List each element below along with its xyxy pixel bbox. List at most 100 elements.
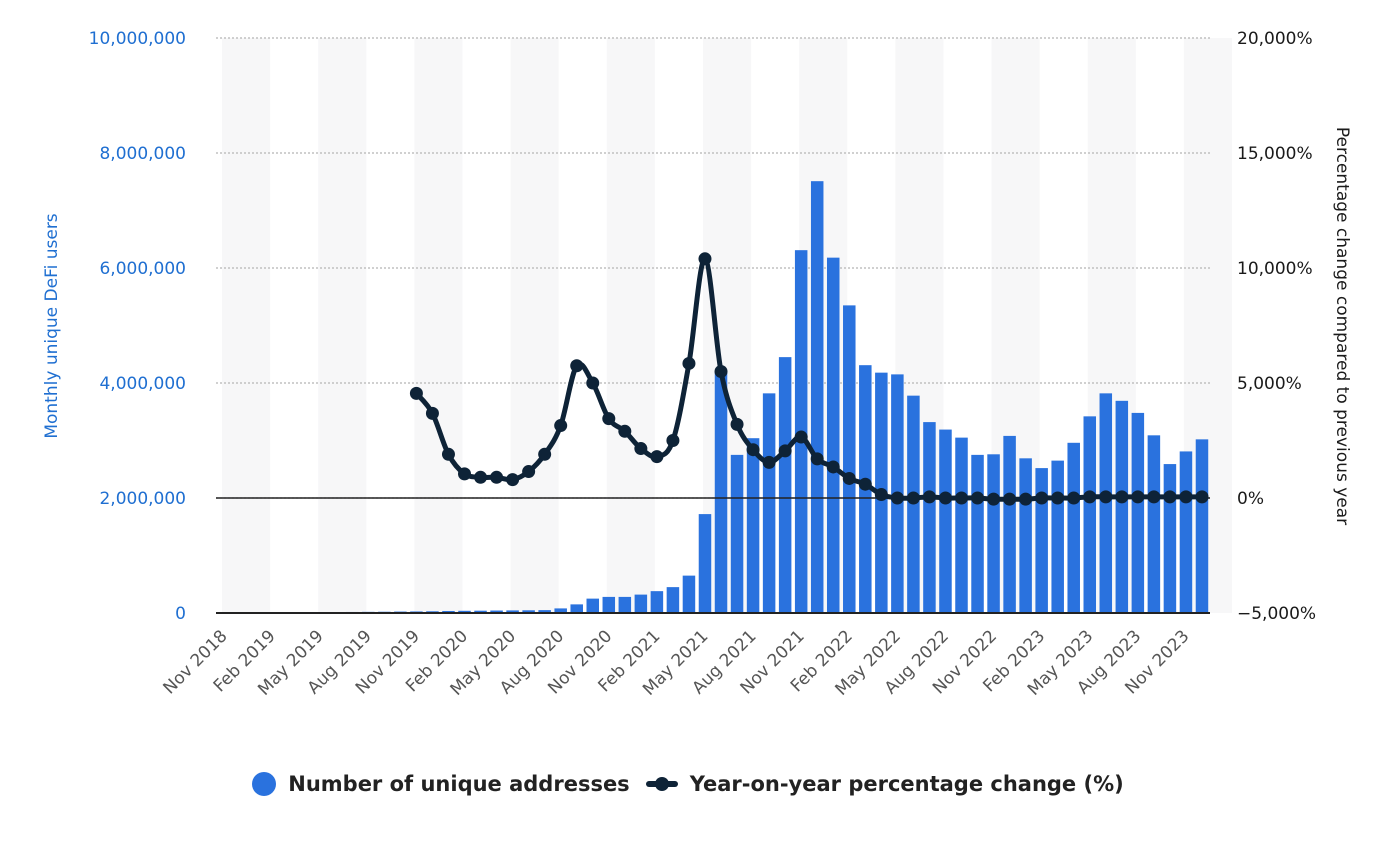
year-band	[414, 38, 462, 613]
line-point[interactable]	[715, 365, 728, 378]
right-tick-label: 10,000%	[1237, 259, 1313, 279]
bar[interactable]	[827, 258, 840, 613]
line-point[interactable]	[971, 492, 984, 505]
line-point[interactable]	[763, 456, 776, 469]
line-point[interactable]	[1067, 492, 1080, 505]
bar[interactable]	[1148, 435, 1161, 613]
bar[interactable]	[731, 455, 744, 613]
line-point[interactable]	[1115, 490, 1128, 503]
line-point[interactable]	[907, 492, 920, 505]
line-point[interactable]	[1179, 490, 1192, 503]
bar[interactable]	[1051, 461, 1064, 613]
legend-item-bars[interactable]: Number of unique addresses	[252, 772, 629, 796]
line-point[interactable]	[731, 418, 744, 431]
bar[interactable]	[1132, 413, 1145, 613]
line-point[interactable]	[1195, 490, 1208, 503]
left-tick-label: 6,000,000	[99, 259, 186, 279]
bar[interactable]	[635, 595, 648, 613]
legend: Number of unique addresses Year-on-year …	[0, 772, 1376, 796]
line-point[interactable]	[602, 412, 615, 425]
line-point[interactable]	[827, 460, 840, 473]
bar[interactable]	[971, 455, 984, 613]
x-axis-ticks: Nov 2018Feb 2019May 2019Aug 2019Nov 2019…	[160, 626, 1194, 699]
line-point[interactable]	[1163, 490, 1176, 503]
line-point[interactable]	[1083, 490, 1096, 503]
line-point[interactable]	[586, 377, 599, 390]
legend-line-label: Year-on-year percentage change (%)	[690, 772, 1124, 796]
line-point[interactable]	[859, 478, 872, 491]
bar[interactable]	[1003, 436, 1016, 613]
bar[interactable]	[1067, 443, 1080, 613]
line-point[interactable]	[618, 425, 631, 438]
year-band	[318, 38, 366, 613]
line-point[interactable]	[1035, 492, 1048, 505]
line-point[interactable]	[923, 490, 936, 503]
bar[interactable]	[683, 576, 696, 613]
line-point[interactable]	[698, 252, 711, 265]
line-point[interactable]	[955, 492, 968, 505]
bar[interactable]	[939, 430, 952, 613]
line-point[interactable]	[939, 492, 952, 505]
line-point[interactable]	[634, 442, 647, 455]
bar[interactable]	[1116, 401, 1129, 613]
bar[interactable]	[667, 587, 680, 613]
right-tick-label: 15,000%	[1237, 144, 1313, 164]
line-point[interactable]	[1019, 493, 1032, 506]
bar[interactable]	[699, 514, 712, 613]
bar[interactable]	[923, 422, 936, 613]
bar[interactable]	[1084, 416, 1097, 613]
bar[interactable]	[715, 373, 728, 613]
line-point[interactable]	[779, 444, 792, 457]
line-point[interactable]	[442, 448, 455, 461]
line-point[interactable]	[875, 488, 888, 501]
line-point[interactable]	[987, 493, 1000, 506]
bar[interactable]	[779, 357, 792, 613]
line-point[interactable]	[1051, 492, 1064, 505]
left-axis-label: Monthly unique DeFi users	[42, 213, 62, 438]
line-point[interactable]	[538, 448, 551, 461]
line-point[interactable]	[410, 387, 423, 400]
line-point[interactable]	[666, 434, 679, 447]
line-point[interactable]	[490, 471, 503, 484]
line-point[interactable]	[426, 407, 439, 420]
bar[interactable]	[651, 591, 664, 613]
bar[interactable]	[811, 181, 824, 613]
line-point[interactable]	[474, 471, 487, 484]
bar[interactable]	[747, 438, 760, 613]
line-point[interactable]	[570, 359, 583, 372]
bar[interactable]	[955, 438, 968, 613]
bar[interactable]	[570, 604, 583, 613]
bar[interactable]	[1164, 464, 1177, 613]
bar[interactable]	[587, 599, 600, 613]
bar[interactable]	[843, 305, 856, 613]
combo-chart: 02,000,0004,000,0006,000,0008,000,00010,…	[0, 0, 1376, 857]
line-point[interactable]	[1099, 490, 1112, 503]
bar[interactable]	[1035, 468, 1048, 613]
legend-item-line[interactable]: Year-on-year percentage change (%)	[646, 772, 1124, 796]
line-point[interactable]	[747, 443, 760, 456]
bar[interactable]	[1196, 439, 1209, 613]
bar[interactable]	[1180, 451, 1193, 613]
line-point[interactable]	[891, 492, 904, 505]
line-point[interactable]	[554, 419, 567, 432]
line-point[interactable]	[506, 473, 519, 486]
bar[interactable]	[603, 597, 616, 613]
bar[interactable]	[619, 597, 632, 613]
line-point[interactable]	[843, 472, 856, 485]
line-point[interactable]	[682, 357, 695, 370]
right-axis-label: Percentage change compared to previous y…	[1332, 127, 1352, 525]
line-point[interactable]	[650, 450, 663, 463]
line-point[interactable]	[811, 452, 824, 465]
line-point[interactable]	[795, 431, 808, 444]
line-point[interactable]	[522, 465, 535, 478]
bar[interactable]	[987, 454, 1000, 613]
legend-line-swatch-icon	[646, 781, 678, 787]
line-point[interactable]	[1147, 490, 1160, 503]
bar[interactable]	[1019, 458, 1032, 613]
bar[interactable]	[763, 393, 776, 613]
line-point[interactable]	[1131, 490, 1144, 503]
left-tick-label: 4,000,000	[99, 374, 186, 394]
line-point[interactable]	[1003, 493, 1016, 506]
legend-bars-label: Number of unique addresses	[288, 772, 629, 796]
line-point[interactable]	[458, 467, 471, 480]
